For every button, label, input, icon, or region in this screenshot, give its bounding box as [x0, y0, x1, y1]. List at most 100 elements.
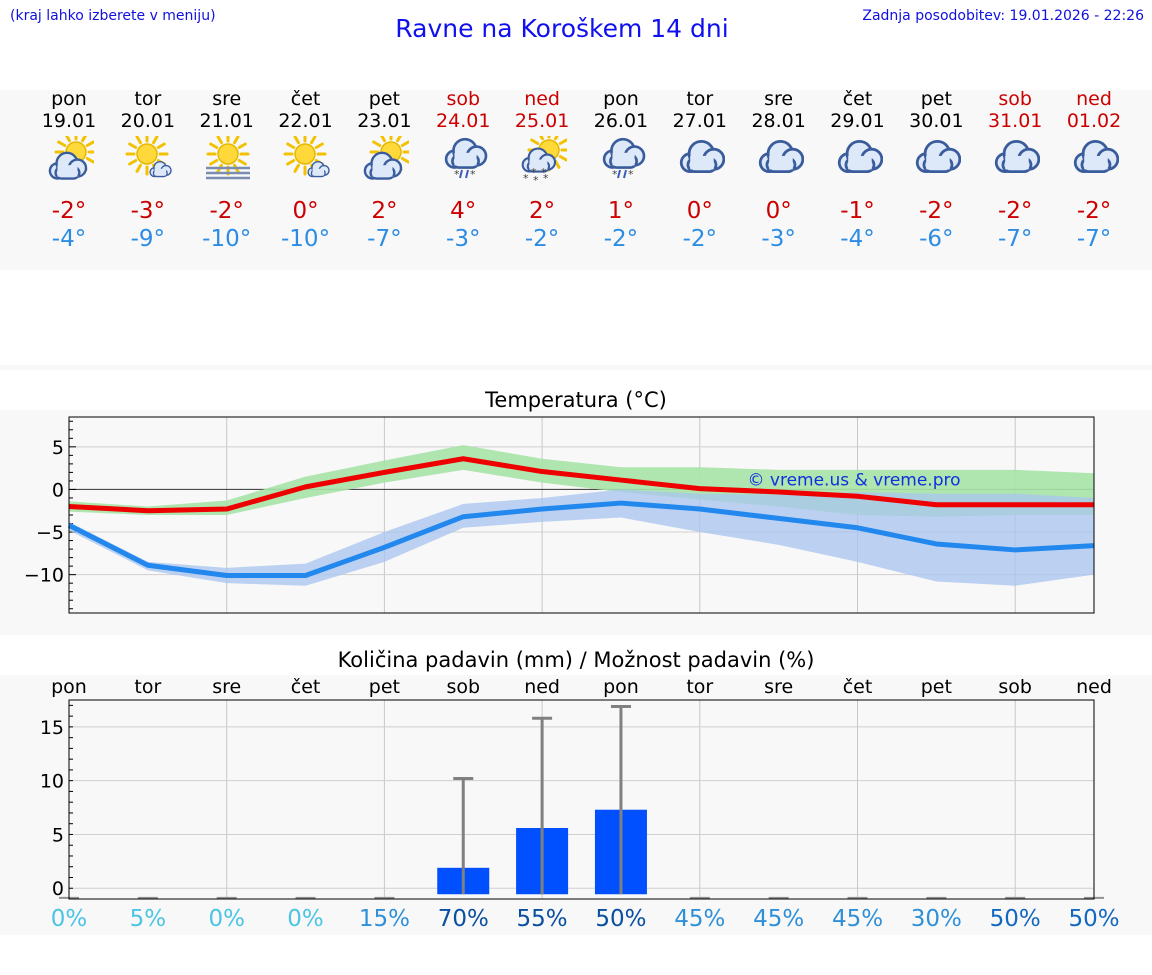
precip-probability: 0% [51, 906, 88, 932]
min-temp: -6° [919, 226, 954, 252]
min-temp: -10° [202, 226, 252, 252]
day-column: sob 24.01 * * 4° -3° [424, 88, 502, 252]
day-name: tor [686, 88, 714, 110]
min-temp-line [67, 500, 1095, 579]
day-column: ned 25.01 * * * * * 2° -2° [503, 88, 581, 252]
min-temp: -7° [367, 226, 402, 252]
min-temp: -4° [51, 226, 87, 252]
precip-probability: 0% [287, 906, 324, 932]
max-temp: 2° [529, 198, 556, 224]
weekday-label: sob [998, 676, 1032, 698]
day-name: sob [998, 88, 1032, 110]
day-date: 21.01 [199, 110, 254, 132]
max-temp: -1° [840, 198, 875, 224]
last-update: Zadnja posodobitev: 19.01.2026 - 22:26 [862, 8, 1144, 24]
min-temp: -4° [840, 226, 875, 252]
day-date: 23.01 [357, 110, 412, 132]
partly-cloudy-sun-icon [48, 136, 94, 180]
min-temp-band [69, 489, 1095, 586]
max-temp: -2° [209, 198, 244, 224]
max-temp: 4° [450, 198, 477, 224]
day-name: sre [764, 88, 794, 110]
day-column: tor 27.01 0° -2° [661, 88, 739, 252]
y-tick-label: 5 [52, 437, 64, 459]
day-date: 30.01 [909, 110, 964, 132]
svg-text:*: * [533, 174, 539, 184]
y-tick-label: 15 [40, 717, 64, 739]
day-date: 24.01 [436, 110, 491, 132]
precip-probability: 30% [911, 906, 962, 932]
partly-cloudy-sun-icon [364, 136, 410, 180]
min-temp: -7° [997, 226, 1033, 252]
day-name: čet [290, 88, 321, 110]
day-date: 19.01 [41, 110, 97, 132]
max-temp: -2° [1076, 198, 1112, 224]
cloudy-icon [758, 139, 804, 174]
precip-probability: 5% [130, 906, 167, 932]
day-column: sre 21.01 -2° -10° [188, 88, 266, 252]
day-name: pet [920, 88, 952, 110]
cloudy-icon [1073, 139, 1120, 174]
sun-snow-icon: * * ** * [521, 136, 568, 184]
sun-fog-icon [205, 136, 250, 180]
svg-text:*: * [612, 168, 618, 181]
day-column: pon 26.01 * * 1° -2° [582, 88, 660, 252]
cloudy-icon [679, 139, 725, 174]
day-column: čet 29.01 -1° -4° [819, 88, 897, 252]
svg-text:*: * [523, 172, 529, 184]
cloudy-icon [995, 139, 1041, 174]
day-date: 31.01 [987, 110, 1043, 132]
max-temp: 1° [607, 198, 634, 224]
day-column: tor 20.01 -3° -9° [109, 88, 187, 252]
page-title: Ravne na Koroškem 14 dni [395, 14, 729, 43]
day-date: 25.01 [514, 110, 570, 132]
weekday-label: sre [764, 676, 793, 698]
min-temp: -2° [682, 226, 718, 252]
precip-probability: 45% [674, 906, 725, 932]
day-date: 01.02 [1066, 110, 1122, 132]
day-name: čet [842, 88, 873, 110]
precip-probability: 50% [595, 906, 646, 932]
day-column: čet 22.01 0° -10° [267, 88, 345, 252]
temperature-chart: 5 0 −5 −10 © vreme.us & vreme.pro [24, 416, 1095, 614]
precip-probability: 0% [208, 906, 245, 932]
y-tick-label: 0 [52, 479, 64, 501]
temperature-chart-title: Temperatura (°C) [485, 388, 667, 412]
y-tick-label: 10 [40, 771, 64, 793]
svg-text:*: * [628, 168, 634, 181]
day-date: 27.01 [672, 110, 727, 132]
day-column: sre 28.01 0° -3° [740, 88, 818, 252]
weekday-label: ned [1076, 676, 1112, 698]
weekday-label: pon [51, 676, 87, 698]
svg-text:*: * [470, 168, 476, 181]
cloud-snow-rain-icon: * * [445, 137, 488, 181]
cloud-snow-rain-icon: * * [602, 137, 646, 181]
precipitation-chart: pon tor sre čet pet sob ned pon tor sre čet pet sob n… [40, 676, 1120, 932]
max-temp-line [68, 456, 1095, 514]
day-date: 22.01 [278, 110, 333, 132]
weekday-label: pet [921, 676, 952, 698]
svg-text:*: * [531, 166, 537, 179]
day-column: pet 23.01 2° -7° [345, 88, 423, 252]
svg-text:*: * [541, 166, 547, 179]
day-column: pon 19.01 -2° -4° [30, 88, 108, 252]
weekday-label: čet [843, 676, 873, 698]
precip-probability: 50% [990, 906, 1041, 932]
precip-probability: 15% [359, 906, 410, 932]
day-date: 26.01 [593, 110, 649, 132]
precip-probability: 45% [753, 906, 804, 932]
weekday-label: pon [603, 676, 639, 698]
max-temp: 0° [292, 198, 319, 224]
weekday-label: sre [212, 676, 241, 698]
watermark: © vreme.us & vreme.pro [747, 470, 960, 490]
min-temp: -9° [130, 226, 166, 252]
y-tick-label: −5 [36, 522, 64, 544]
weekday-label: tor [686, 676, 713, 698]
precip-probability: 70% [438, 906, 489, 932]
day-column: ned 01.02 -2° -7° [1055, 88, 1133, 252]
precip-probability: 55% [517, 906, 568, 932]
plot-area [69, 700, 1094, 899]
day-date: 20.01 [120, 110, 176, 132]
plot-frame [68, 416, 1095, 614]
day-name: sob [446, 88, 481, 110]
